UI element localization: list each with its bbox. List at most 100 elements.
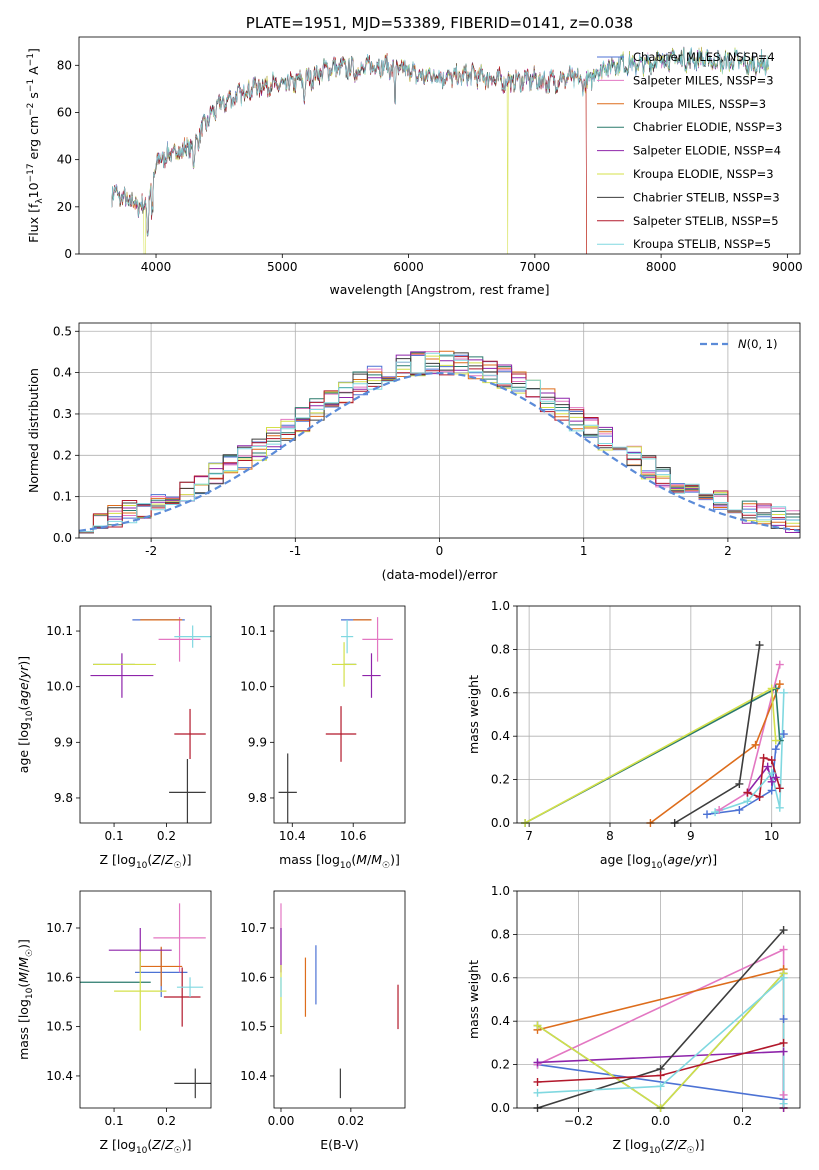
x-tick-label: -1 [289, 544, 301, 558]
spectrum-axes: 4000 5000 6000 7000 8000 9000 0 20 40 60 80 [57, 58, 803, 274]
weight-point [751, 740, 760, 749]
x-axis-label-part: )] [182, 852, 192, 867]
y-axis-label-part: −1 [26, 79, 36, 92]
x-axis-label-part: ☉ [687, 1146, 695, 1156]
legend-label: N(0, 1) [738, 337, 778, 351]
y-axis-label-part: −17 [26, 163, 36, 182]
weight-point [755, 641, 764, 650]
weight-point [755, 792, 764, 801]
x-tick-label: 0.2 [733, 1114, 752, 1128]
y-tick-label: 10.6 [46, 970, 73, 984]
x-tick-label: 0.2 [157, 1114, 176, 1128]
mass-vs-ebv-plot [280, 903, 399, 1099]
y-axis-label-part: )] [16, 656, 31, 666]
histogram-series [79, 352, 800, 533]
y-axis-label-part: M [16, 972, 31, 983]
x-tick-label: 10 [764, 829, 779, 843]
y-axis-label-part: ( [16, 983, 31, 988]
x-tick-label: 8 [606, 829, 614, 843]
y-axis-label-part: yr [16, 665, 31, 679]
legend-label: Kroupa STELIB, NSSP=5 [633, 237, 771, 251]
weight-point [779, 730, 788, 739]
weight-point [775, 803, 784, 812]
x-axis-label-part: M [371, 852, 382, 867]
chart-title: PLATE=1951, MJD=53389, FIBERID=0141, z=0… [246, 14, 633, 32]
y-axis-label-part: / [16, 967, 31, 972]
x-axis-label-part: Z [151, 1137, 161, 1152]
x-axis-label-part: yr [694, 852, 708, 867]
y-tick-label: 40 [57, 153, 72, 167]
weight-point [533, 1088, 542, 1097]
x-tick-label: 7 [525, 829, 533, 843]
residuals-axes: -2 -1 0 1 2 0.0 0.1 0.2 0.3 0.4 0.5 [53, 323, 800, 558]
mass-vs-ebv-frame [273, 890, 406, 1109]
y-tick-label: 10.7 [240, 921, 267, 935]
y-axis-label-part: ☉ [25, 949, 35, 957]
x-axis-label-part: 10 [136, 1146, 148, 1156]
age-vs-Z-plot [90, 617, 211, 823]
x-axis-label-part: ( [660, 1137, 665, 1152]
x-axis-label-part: / [691, 852, 696, 867]
age-vs-mass-plot [278, 617, 393, 823]
y-axis-label-part: λ [35, 198, 45, 204]
y-tick-label: 9.8 [54, 791, 73, 805]
weight-point [779, 945, 788, 954]
y-axis-label-part: Flux [f [26, 203, 41, 243]
y-tick-label: 80 [57, 58, 72, 72]
x-axis-label-part: Z [664, 1137, 674, 1152]
y-tick-label: 1.0 [491, 599, 510, 613]
y-axis-label-part: 10 [25, 710, 35, 722]
y-tick-label: 0.4 [491, 1014, 510, 1028]
y-tick-label: 10.7 [46, 921, 73, 935]
y-axis-label-part: −2 [26, 103, 36, 116]
mass-vs-Z-axes: 0.1 0.2 10.4 10.5 10.6 10.7 [46, 921, 176, 1128]
x-axis-label-part: Z [164, 1137, 174, 1152]
spectrum-plot [111, 46, 769, 254]
residuals-frame [78, 322, 801, 539]
x-tick-label: 0.02 [337, 1114, 364, 1128]
y-tick-label: 1.0 [491, 884, 510, 898]
y-axis-label-part: / [16, 677, 31, 682]
y-axis-label-part: M [16, 957, 31, 968]
x-axis-label-part: )] [707, 852, 717, 867]
weight-point [779, 688, 788, 697]
weight-point [735, 779, 744, 788]
x-tick-label: 4000 [141, 260, 172, 274]
weight-point [775, 784, 784, 793]
y-tick-label: 0.4 [53, 366, 72, 380]
weight-vs-age-frame [516, 605, 801, 824]
legend-label: Salpeter STELIB, NSSP=5 [633, 214, 779, 228]
x-axis-label: Z [log10(Z/Z☉)] [99, 1137, 191, 1156]
y-axis-label-part: −1 [26, 53, 36, 66]
y-tick-label: 9.9 [54, 735, 73, 749]
y-axis-label-part: ] [26, 48, 41, 53]
weight-point [759, 753, 768, 762]
y-tick-label: 10.0 [46, 680, 73, 694]
y-tick-label: 10.6 [240, 970, 267, 984]
x-axis-label: mass [log10(M/M☉)] [279, 852, 400, 871]
x-tick-label: 9000 [772, 260, 803, 274]
x-axis-label: Z [log10(Z/Z☉)] [612, 1137, 704, 1156]
x-axis-label-part: ( [351, 852, 356, 867]
x-tick-label: 9 [687, 829, 695, 843]
x-axis-label-part: Z [164, 852, 174, 867]
x-axis-label-part: M [356, 852, 367, 867]
spectrum-line [111, 47, 769, 236]
weight-point [779, 1047, 788, 1056]
x-tick-label: -2 [145, 544, 157, 558]
x-axis-label-part: ( [662, 852, 667, 867]
x-axis-label-part: Z [151, 852, 161, 867]
x-axis-label-part: age [log [600, 852, 651, 867]
weight-point [656, 1071, 665, 1080]
y-axis-label: mass weight [466, 675, 481, 754]
y-axis-label: mass weight [466, 960, 481, 1039]
y-tick-label: 9.8 [248, 791, 267, 805]
x-axis-label-part: age [667, 852, 691, 867]
x-tick-label: 6000 [393, 260, 424, 274]
y-axis-label-part: 10 [25, 987, 35, 999]
legend-label: Kroupa ELODIE, NSSP=3 [633, 167, 774, 181]
legend-label-part: N [738, 337, 747, 351]
y-tick-label: 0.3 [53, 407, 72, 421]
legend-label: Chabrier MILES, NSSP=4 [633, 50, 775, 64]
